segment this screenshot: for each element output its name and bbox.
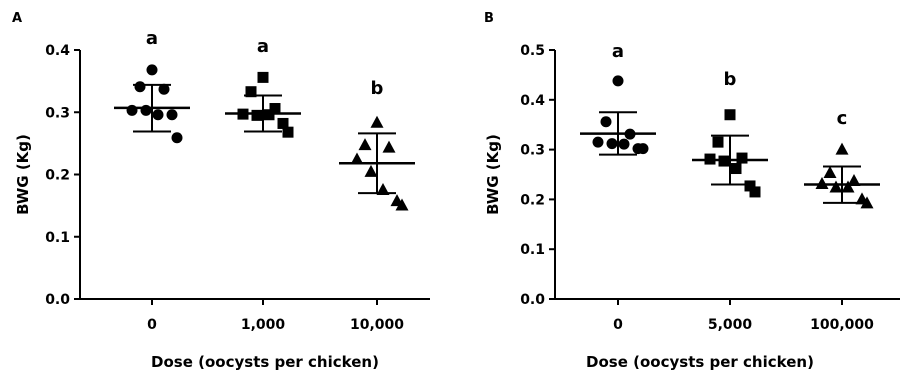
panel-a-point [126, 104, 138, 116]
panel-b-point [730, 163, 742, 175]
panel-b-x-tick-label: 0 [613, 317, 623, 333]
panel-b-y-tick-label: 0.5 [520, 43, 545, 59]
panel-b-x-tick-label: 5,000 [708, 317, 753, 333]
panel-b-y-tick-label: 0.3 [520, 143, 545, 159]
panel-a-y-tick-label: 0.4 [45, 43, 70, 59]
panel-b-point [606, 138, 618, 150]
panel-b-point [841, 180, 855, 193]
panel-a-point [282, 126, 294, 138]
panel-a-point [171, 132, 183, 144]
panel-b-label: B [484, 11, 494, 26]
panel-a-point [152, 109, 164, 121]
panel-a-point [269, 103, 281, 115]
panel-b-y-tick-label: 0.4 [520, 93, 545, 109]
panel-b-point [829, 180, 843, 193]
panel-b-point [815, 176, 829, 189]
panel-a-x-axis-title: Dose (oocysts per chicken) [151, 353, 379, 371]
panel-a-significance-letter: b [371, 78, 384, 99]
panel-b-point [744, 180, 756, 192]
panel-a-significance-letter: a [146, 28, 158, 49]
panel-a-point [358, 138, 372, 151]
panel-b-point [618, 138, 630, 150]
panel-a-point [134, 81, 146, 93]
panel-b-y-tick-label: 0.1 [520, 242, 545, 258]
panel-a-point [395, 198, 409, 211]
panel-a-point [376, 182, 390, 195]
panel-b-point [736, 152, 748, 164]
panel-b-point [592, 136, 604, 148]
panel-a-point [370, 115, 384, 128]
panel-b-significance-letter: c [837, 108, 848, 129]
panel-a-significance-letter: a [257, 36, 269, 57]
panel-b-y-tick-label: 0.0 [520, 292, 545, 308]
panel-b-point [637, 143, 649, 155]
panel-b-significance-letter: b [724, 69, 737, 90]
panel-a-point [277, 117, 289, 129]
panel-a-y-tick-label: 0.1 [45, 230, 70, 246]
panel-b-y-tick-label: 0.2 [520, 192, 545, 208]
panel-a-point [140, 104, 152, 116]
panel-b-point [600, 116, 612, 128]
panel-a-x-tick-label: 1,000 [241, 317, 286, 333]
panel-b-point [724, 109, 736, 121]
panel-b-point [860, 196, 874, 209]
panel-a-y-tick-label: 0.0 [45, 292, 70, 308]
panel-a-x-tick-label: 10,000 [350, 317, 404, 333]
panel-a-point [364, 164, 378, 177]
panel-b-x-axis-title: Dose (oocysts per chicken) [586, 353, 814, 371]
panel-a-label: A [12, 11, 22, 26]
panel-b-point [847, 173, 861, 186]
panel-b-y-axis-title: BWG (Kg) [484, 134, 502, 215]
panel-b-point [823, 166, 837, 179]
panel-a-y-tick-label: 0.2 [45, 168, 70, 184]
panel-a-point [257, 71, 269, 83]
panel-a-point [158, 83, 170, 95]
panel-b-point [612, 75, 624, 87]
panel-a-point [382, 140, 396, 153]
panel-a-x-tick-label: 0 [147, 317, 157, 333]
panel-a-point [350, 152, 364, 165]
panel-b-point [749, 186, 761, 198]
panel-b-point [835, 142, 849, 155]
panel-a-point [251, 109, 263, 121]
panel-b-significance-letter: a [612, 41, 624, 62]
panel-a-y-axis-title: BWG (Kg) [14, 134, 32, 215]
panel-a-y-tick-label: 0.3 [45, 105, 70, 121]
panel-a-point [146, 64, 158, 76]
panel-b-point [712, 136, 724, 148]
panel-a-point [245, 86, 257, 98]
panel-b-x-tick-label: 100,000 [810, 317, 874, 333]
panel-a-point [166, 109, 178, 121]
